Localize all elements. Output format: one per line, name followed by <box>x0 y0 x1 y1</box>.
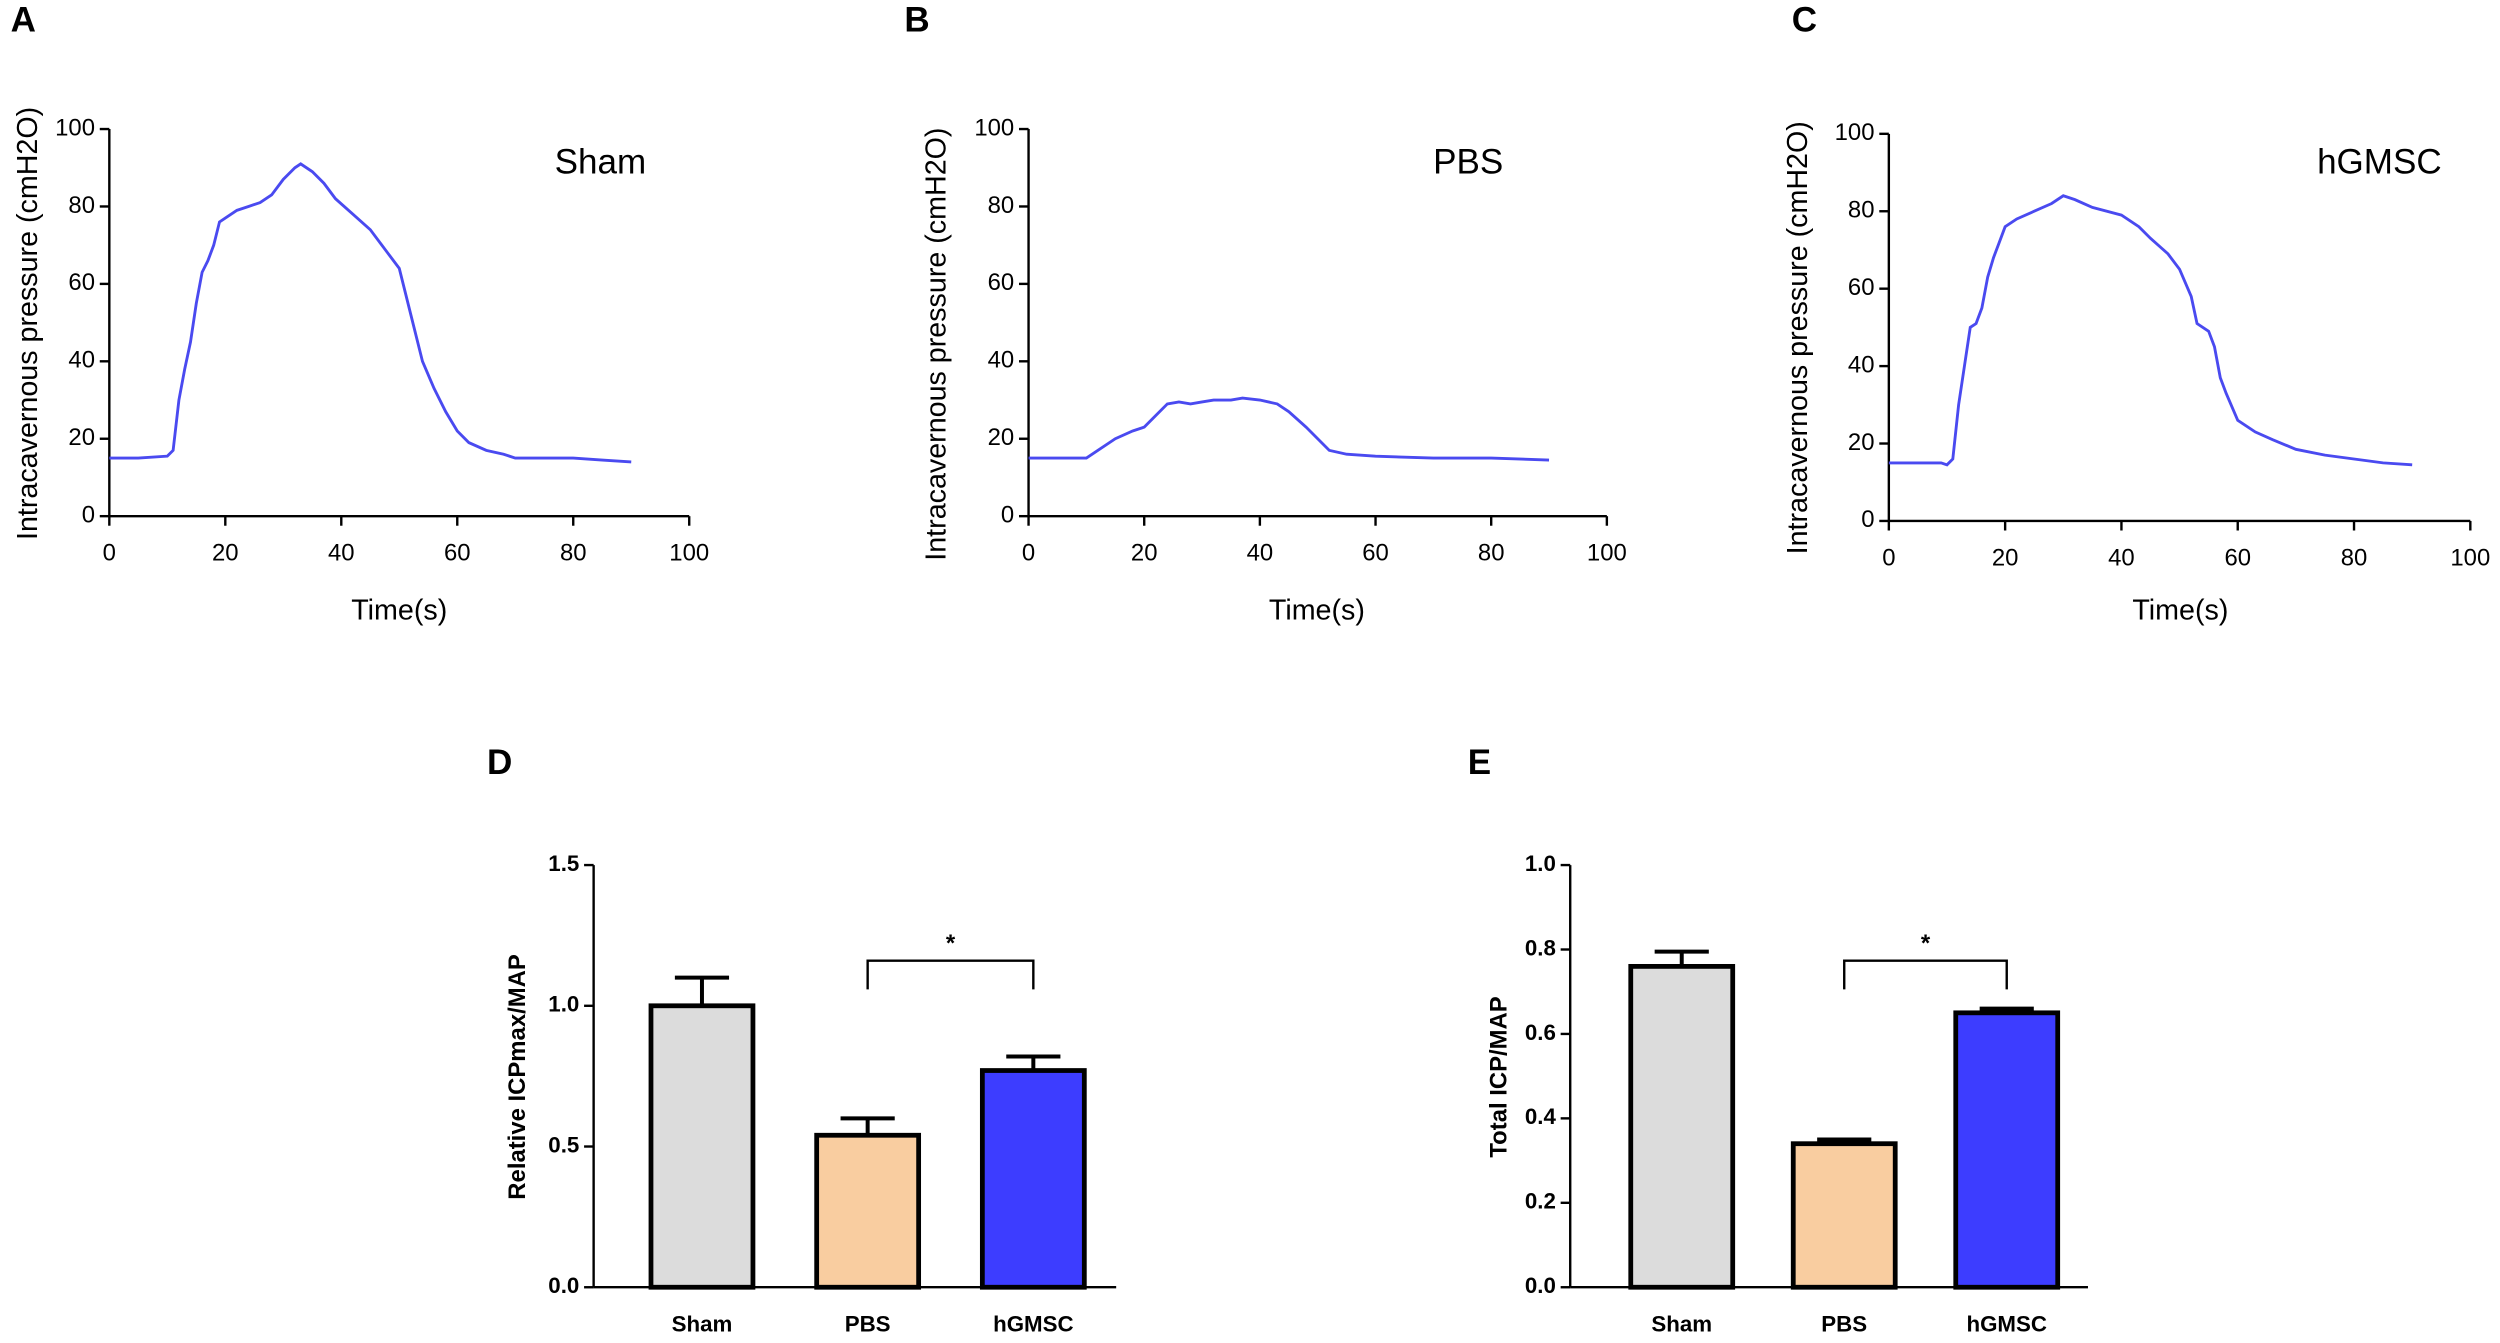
panel-letter: C <box>1792 1 1817 40</box>
chart-title: hGMSC <box>2317 142 2442 181</box>
x-tick-label: 80 <box>560 540 587 567</box>
x-tick-label: PBS <box>845 1311 891 1336</box>
y-axis-label: Intracavernous pressure (cmH2O) <box>1782 121 1814 554</box>
y-axis-label: Relative ICPmax/MAP <box>504 954 531 1200</box>
y-tick-label: 0.5 <box>548 1132 579 1157</box>
x-tick-label: hGMSC <box>993 1311 1074 1336</box>
bar <box>979 1068 1087 1290</box>
y-tick-label: 20 <box>988 424 1015 451</box>
x-tick-label: 100 <box>1587 540 1627 567</box>
x-axis-label: Time(s) <box>2132 594 2228 626</box>
line <box>1028 396 1550 462</box>
y-tick-label: 0 <box>1001 501 1014 528</box>
y-tick-label: 1.0 <box>548 992 579 1017</box>
x-tick-label: 80 <box>1478 540 1505 567</box>
x-tick-label: 60 <box>2224 544 2251 571</box>
x-tick-label: 80 <box>2341 544 2368 571</box>
y-axis-label: Total ICP/MAP <box>1485 996 1512 1157</box>
y-tick-label: 0 <box>1861 506 1874 533</box>
y-tick-label: 80 <box>988 192 1015 219</box>
x-tick-label: 20 <box>1131 540 1158 567</box>
y-tick-label: 1.5 <box>548 851 579 876</box>
panel-letter: B <box>904 1 929 40</box>
significance-bracket <box>1843 959 2008 990</box>
x-tick-label: hGMSC <box>1966 1311 2047 1336</box>
significance-bracket <box>866 959 1035 990</box>
chart-title: PBS <box>1433 142 1503 181</box>
y-tick-label: 100 <box>974 114 1014 141</box>
x-tick-label: 60 <box>444 540 471 567</box>
line <box>1888 194 2413 467</box>
significance-label: * <box>946 930 956 957</box>
bar <box>1790 1141 1898 1290</box>
y-tick-label: 40 <box>1848 351 1875 378</box>
x-tick-label: 0 <box>103 540 116 567</box>
bar <box>1953 1010 2061 1290</box>
y-axis-label: Intracavernous pressure (cmH2O) <box>12 107 44 540</box>
line <box>109 162 632 464</box>
y-tick-label: 20 <box>1848 429 1875 456</box>
x-tick-label: 100 <box>669 540 709 567</box>
x-tick-label: 40 <box>328 540 355 567</box>
significance-label: * <box>1921 930 1931 957</box>
y-tick-label: 40 <box>988 347 1015 374</box>
x-tick-label: 0 <box>1022 540 1035 567</box>
panel-letter: E <box>1468 743 1491 782</box>
y-tick-label: 0.8 <box>1525 935 1556 960</box>
x-tick-label: 100 <box>2450 544 2490 571</box>
x-tick-label: 20 <box>212 540 239 567</box>
y-tick-label: 0.4 <box>1525 1104 1557 1129</box>
x-tick-label: 60 <box>1362 540 1389 567</box>
bar <box>1628 963 1736 1290</box>
bar <box>814 1132 922 1290</box>
x-tick-label: 40 <box>1247 540 1274 567</box>
x-axis-label: Time(s) <box>1269 594 1365 626</box>
x-axis-label: Time(s) <box>351 594 447 626</box>
y-tick-label: 60 <box>988 269 1015 296</box>
y-tick-label: 20 <box>68 424 95 451</box>
y-axis-label: Intracavernous pressure (cmH2O) <box>920 128 952 561</box>
y-tick-label: 1.0 <box>1525 851 1556 876</box>
x-tick-label: Sham <box>1651 1311 1712 1336</box>
y-tick-label: 100 <box>55 114 95 141</box>
y-tick-label: 0.0 <box>1525 1273 1556 1298</box>
bar <box>648 1003 756 1290</box>
y-tick-label: 60 <box>1848 274 1875 301</box>
y-tick-label: 0.0 <box>548 1273 579 1298</box>
x-tick-label: 0 <box>1882 544 1895 571</box>
y-tick-label: 0.2 <box>1525 1189 1556 1214</box>
panel-letter: A <box>11 1 36 40</box>
y-tick-label: 0 <box>82 501 95 528</box>
y-tick-label: 100 <box>1835 119 1875 146</box>
x-tick-label: Sham <box>672 1311 733 1336</box>
y-tick-label: 80 <box>1848 197 1875 224</box>
x-tick-label: PBS <box>1821 1311 1867 1336</box>
x-tick-label: 40 <box>2108 544 2135 571</box>
panel-letter: D <box>487 743 512 782</box>
x-tick-label: 20 <box>1992 544 2019 571</box>
y-tick-label: 0.6 <box>1525 1020 1556 1045</box>
y-tick-label: 80 <box>68 192 95 219</box>
y-tick-label: 60 <box>68 269 95 296</box>
y-tick-label: 40 <box>68 347 95 374</box>
chart-title: Sham <box>555 142 647 181</box>
